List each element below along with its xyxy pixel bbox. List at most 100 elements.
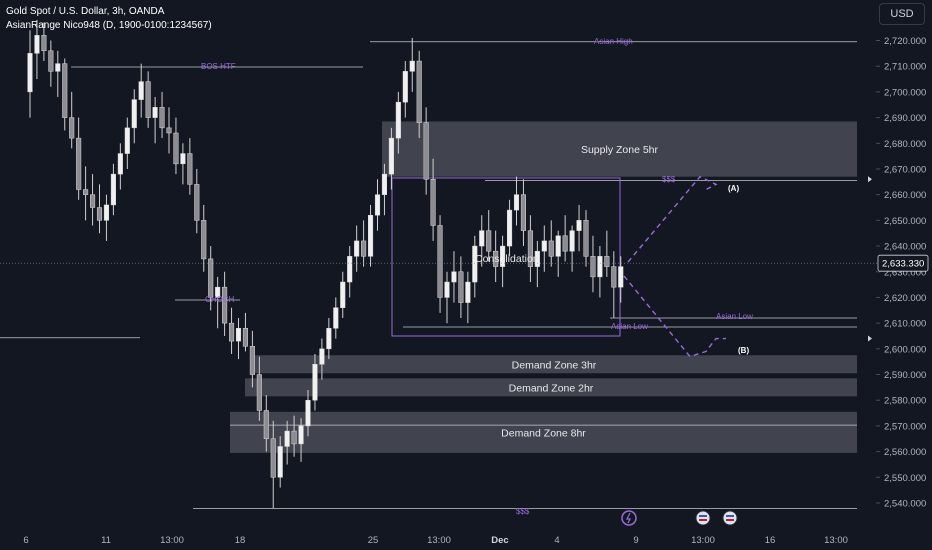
candle xyxy=(548,220,554,267)
candle xyxy=(173,117,179,175)
candle xyxy=(326,318,332,360)
candle-body xyxy=(284,430,290,447)
candle xyxy=(388,127,394,190)
y-axis[interactable]: 2,540.000 2,550.000 2,560.000 2,570.000 2,58… xyxy=(0,36,929,510)
candle-body xyxy=(215,286,221,298)
candle xyxy=(555,230,561,277)
candle xyxy=(41,22,47,62)
candle-body xyxy=(131,99,137,129)
candle xyxy=(298,418,304,462)
x-tick-label: 4 xyxy=(554,535,559,546)
lightning-event-icon[interactable] xyxy=(621,510,637,526)
candle-body xyxy=(229,322,235,342)
candle xyxy=(472,235,478,298)
candle xyxy=(263,395,269,452)
candle-body xyxy=(416,60,422,123)
candle-body xyxy=(242,328,248,347)
y-tick-label: 2,630.000 xyxy=(884,267,926,278)
candle xyxy=(110,163,116,216)
candle-body xyxy=(27,53,33,93)
flag-event-icon-2[interactable] xyxy=(722,510,738,526)
candle xyxy=(194,168,200,234)
candle-body xyxy=(187,153,193,185)
y-tick-label: 2,580.000 xyxy=(884,396,926,407)
candle-body xyxy=(90,194,96,208)
candle xyxy=(520,179,527,247)
candle-body xyxy=(173,132,179,165)
candle-body xyxy=(201,220,207,260)
candle-body xyxy=(319,348,325,365)
x-tick-label: 18 xyxy=(235,535,246,546)
choch-label: CHOCH xyxy=(205,295,235,304)
scenario-paths-layer xyxy=(623,175,726,358)
candle xyxy=(354,225,360,272)
candle-body xyxy=(437,225,443,298)
candle-body xyxy=(576,220,582,231)
candle xyxy=(458,256,464,318)
candle-body xyxy=(402,71,408,103)
candle xyxy=(34,19,40,80)
candle xyxy=(611,251,617,318)
liquidity-bottom-label: $$$ xyxy=(516,507,530,516)
candle-body xyxy=(194,184,200,221)
candle xyxy=(451,251,457,303)
currency-button[interactable]: USD xyxy=(879,3,925,25)
candle-body xyxy=(333,307,339,329)
candle xyxy=(215,276,221,329)
candle-body xyxy=(486,230,492,252)
candle-body xyxy=(124,127,130,154)
zone-label: Demand Zone 2hr xyxy=(509,382,594,394)
y-tick-label: 2,680.000 xyxy=(884,139,926,150)
x-axis[interactable]: 6 11 13:00 18 25 13:00 Dec 4 9 13:00 16 13:00 xyxy=(23,535,848,546)
candle-body xyxy=(159,107,165,129)
candle xyxy=(423,107,429,195)
candle-body xyxy=(361,240,367,257)
y-tick-label: 2,600.000 xyxy=(884,344,926,355)
liquidity-top-label: $$$ xyxy=(662,175,676,184)
current-price-tag xyxy=(877,254,929,272)
candle-body xyxy=(69,117,75,139)
scenario-b-path xyxy=(623,275,726,358)
asian-low-right-label: Asian Low xyxy=(716,312,753,321)
zone-rect xyxy=(251,355,857,374)
candle xyxy=(597,246,603,298)
candle xyxy=(145,71,151,128)
candle-body xyxy=(34,35,40,54)
zone-rect xyxy=(230,411,857,453)
flag-event-icon[interactable] xyxy=(695,510,711,526)
indicator-label[interactable]: AsianRange Nico948 (D, 1900-0100:1234567… xyxy=(6,20,212,31)
y-tick-label: 2,720.000 xyxy=(884,36,926,47)
candle xyxy=(319,338,325,380)
candle xyxy=(131,89,137,144)
candle-body xyxy=(472,245,478,283)
candle xyxy=(256,356,262,421)
candle xyxy=(534,240,540,288)
candle-body xyxy=(96,207,103,221)
candle-body xyxy=(604,256,610,267)
y-tick-label: 2,700.000 xyxy=(884,87,926,98)
candle-body xyxy=(152,107,158,118)
candle-body xyxy=(500,245,506,267)
candle xyxy=(361,220,367,267)
candle xyxy=(444,271,450,324)
x-tick-label: 25 xyxy=(368,535,379,546)
candle-body xyxy=(298,425,304,445)
y-tick-label: 2,670.000 xyxy=(884,164,926,175)
candle xyxy=(249,330,255,388)
candle-body xyxy=(583,220,589,257)
candle xyxy=(117,143,123,190)
candle-body xyxy=(395,101,401,139)
x-tick-label: 16 xyxy=(765,535,776,546)
candle-body xyxy=(513,194,520,211)
candle xyxy=(576,204,582,252)
zone-label: Demand Zone 3hr xyxy=(512,359,597,371)
candle-body xyxy=(354,240,360,257)
x-tick-label: 9 xyxy=(633,535,638,546)
candle-body xyxy=(347,256,353,283)
candle-body xyxy=(423,122,429,180)
candles-layer xyxy=(27,19,624,509)
candle xyxy=(430,158,436,241)
candle xyxy=(527,215,533,283)
candle xyxy=(500,235,506,288)
